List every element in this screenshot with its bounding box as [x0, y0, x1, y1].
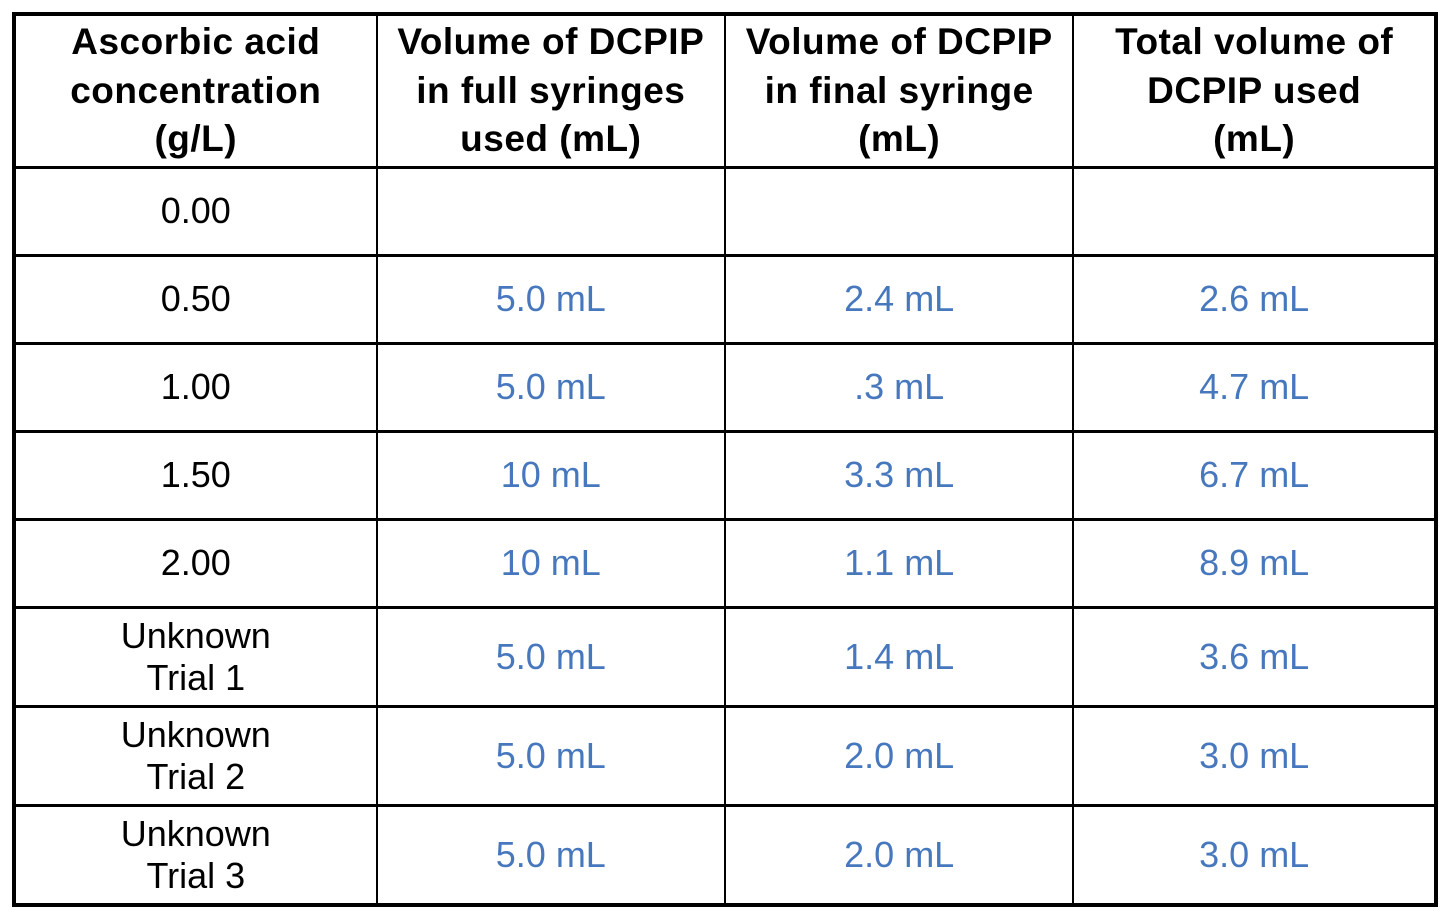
cell-value: 5.0 mL: [375, 804, 726, 907]
cell-value: 6.7 mL: [1072, 430, 1437, 521]
cell-value: 2.0 mL: [723, 804, 1075, 907]
row-label: 2.00: [13, 518, 378, 609]
table-row: 0.50 5.0 mL 2.4 mL 2.6 mL: [13, 254, 1437, 345]
header-row: Ascorbic acid concentration (g/L) Volume…: [13, 12, 1437, 169]
table-row: Unknown Trial 3 5.0 mL 2.0 mL 3.0 mL: [13, 804, 1437, 907]
cell-value: 3.0 mL: [1072, 705, 1437, 807]
table-row: Unknown Trial 1 5.0 mL 1.4 mL 3.6 mL: [13, 606, 1437, 708]
cell-value: 3.6 mL: [1072, 606, 1437, 708]
table-row: Unknown Trial 2 5.0 mL 2.0 mL 3.0 mL: [13, 705, 1437, 807]
cell-value: [723, 166, 1075, 257]
cell-value: 2.4 mL: [723, 254, 1075, 345]
column-header-concentration: Ascorbic acid concentration (g/L): [13, 12, 378, 169]
table-row: 1.50 10 mL 3.3 mL 6.7 mL: [13, 430, 1437, 521]
cell-value: 10 mL: [375, 430, 726, 521]
cell-value: 5.0 mL: [375, 342, 726, 433]
row-label: Unknown Trial 1: [13, 606, 378, 708]
cell-value: 1.1 mL: [723, 518, 1075, 609]
results-table-container: Ascorbic acid concentration (g/L) Volume…: [12, 12, 1438, 907]
cell-value: [1072, 166, 1437, 257]
row-label: 0.50: [13, 254, 378, 345]
row-label: Unknown Trial 3: [13, 804, 378, 907]
cell-value: 3.3 mL: [723, 430, 1075, 521]
dcpip-results-table: Ascorbic acid concentration (g/L) Volume…: [12, 12, 1438, 907]
cell-value: [375, 166, 726, 257]
cell-value: 2.6 mL: [1072, 254, 1437, 345]
cell-value: 5.0 mL: [375, 254, 726, 345]
cell-value: 5.0 mL: [375, 705, 726, 807]
cell-value: 1.4 mL: [723, 606, 1075, 708]
row-label: 1.50: [13, 430, 378, 521]
column-header-final-syringe: Volume of DCPIP in final syringe (mL): [723, 12, 1075, 169]
row-label: 0.00: [13, 166, 378, 257]
cell-value: 10 mL: [375, 518, 726, 609]
column-header-full-syringes: Volume of DCPIP in full syringes used (m…: [375, 12, 726, 169]
cell-value: .3 mL: [723, 342, 1075, 433]
row-label: Unknown Trial 2: [13, 705, 378, 807]
table-row: 2.00 10 mL 1.1 mL 8.9 mL: [13, 518, 1437, 609]
cell-value: 4.7 mL: [1072, 342, 1437, 433]
column-header-total-used: Total volume of DCPIP used (mL): [1072, 12, 1437, 169]
cell-value: 8.9 mL: [1072, 518, 1437, 609]
row-label: 1.00: [13, 342, 378, 433]
table-row: 1.00 5.0 mL .3 mL 4.7 mL: [13, 342, 1437, 433]
table-row: 0.00: [13, 166, 1437, 257]
cell-value: 2.0 mL: [723, 705, 1075, 807]
cell-value: 5.0 mL: [375, 606, 726, 708]
cell-value: 3.0 mL: [1072, 804, 1437, 907]
